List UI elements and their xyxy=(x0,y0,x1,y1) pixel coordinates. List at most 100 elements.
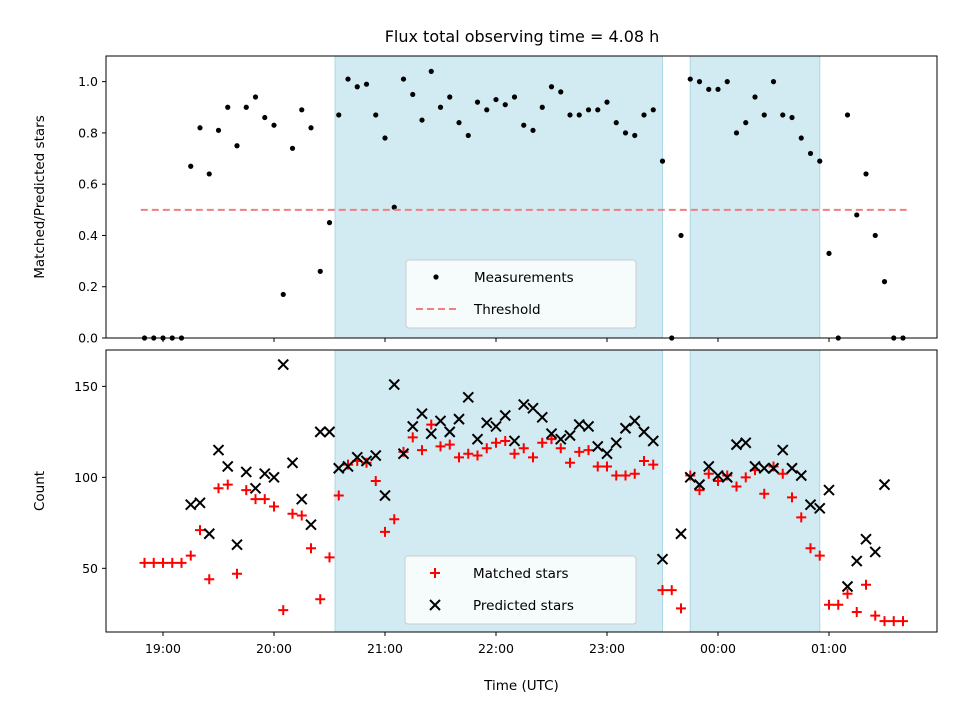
matched-point xyxy=(158,557,168,568)
predicted-point xyxy=(823,484,835,496)
matched-point xyxy=(315,594,326,605)
predicted-point xyxy=(592,440,604,453)
predicted-point xyxy=(360,455,373,467)
matched-point xyxy=(444,439,455,450)
measurement-point xyxy=(817,158,823,164)
predicted-point xyxy=(323,426,336,438)
measurement-point xyxy=(391,204,397,210)
predicted-point xyxy=(518,398,530,411)
matched-point xyxy=(463,448,474,459)
matched-point xyxy=(898,616,908,627)
matched-point xyxy=(676,603,686,614)
matched-point xyxy=(167,557,178,568)
predicted-point xyxy=(841,580,854,593)
predicted-point xyxy=(462,391,474,404)
predicted-point xyxy=(869,546,881,558)
matched-point xyxy=(195,525,205,536)
matched-point xyxy=(509,448,520,459)
predicted-point xyxy=(730,438,743,451)
predicted-point xyxy=(508,435,521,447)
measurement-point xyxy=(770,79,777,85)
matched-point xyxy=(851,606,862,617)
matched-point xyxy=(768,461,779,472)
matched-point xyxy=(565,457,575,468)
matched-point xyxy=(759,488,770,499)
legend-label: Matched stars xyxy=(473,566,569,582)
measurement-point xyxy=(382,135,388,141)
measurement-point xyxy=(715,86,721,92)
measurement-point xyxy=(585,107,592,113)
predicted-point xyxy=(286,457,299,469)
measurement-point xyxy=(706,86,712,92)
x-tick-label: 01:00 xyxy=(811,641,847,656)
predicted-point xyxy=(629,415,641,427)
predicted-point xyxy=(194,497,206,509)
axes-frame xyxy=(105,349,938,633)
measurement-point xyxy=(761,112,767,118)
x-tick-label: 00:00 xyxy=(700,641,736,656)
matched-point xyxy=(777,468,788,479)
predicted-point xyxy=(444,426,456,438)
legend-matched-swatch xyxy=(430,568,440,578)
predicted-point xyxy=(767,462,780,474)
predicted-point xyxy=(407,420,419,433)
predicted-point xyxy=(259,468,271,480)
measurement-point xyxy=(206,171,212,177)
measurement-point xyxy=(299,107,305,113)
measurement-point xyxy=(456,120,462,126)
predicted-point xyxy=(740,437,752,449)
legend-label: Measurements xyxy=(474,270,574,286)
legend-label: Predicted stars xyxy=(473,598,574,614)
matched-point xyxy=(398,446,409,457)
predicted-point xyxy=(222,460,234,473)
matched-point xyxy=(380,526,390,537)
measurement-point xyxy=(280,291,286,298)
matched-point xyxy=(287,508,298,519)
measurement-point xyxy=(687,76,693,82)
measurement-point xyxy=(567,112,573,118)
measurement-point xyxy=(484,107,490,113)
predicted-point xyxy=(434,415,447,427)
matched-point xyxy=(407,432,418,443)
predicted-point xyxy=(795,469,807,482)
legend-label: Threshold xyxy=(473,302,541,318)
predicted-point xyxy=(277,358,289,371)
measurement-point xyxy=(530,127,536,133)
predicted-point xyxy=(370,449,382,462)
predicted-point xyxy=(582,420,595,433)
y-tick-label: 0.8 xyxy=(78,125,98,140)
predicted-point xyxy=(610,437,622,449)
measurement-point xyxy=(400,76,407,82)
measurement-point xyxy=(604,99,610,105)
predicted-point xyxy=(231,538,243,551)
matched-point xyxy=(343,459,353,470)
y-tick-label: 1.0 xyxy=(78,74,98,89)
matched-point xyxy=(861,579,871,590)
predicted-point xyxy=(296,493,308,505)
matched-point xyxy=(324,552,335,563)
matched-point xyxy=(259,494,270,505)
matched-point xyxy=(204,574,215,585)
predicted-point xyxy=(693,478,706,491)
predicted-point xyxy=(647,435,659,447)
bottom-panel: 50 100 150 19:00 20:00 21:00 22:00 23:00 00:00 01… xyxy=(32,349,938,694)
series-matched-stars xyxy=(139,419,908,627)
x-axis-label: Time (UTC) xyxy=(483,678,559,694)
predicted-point xyxy=(712,469,724,482)
matched-point xyxy=(417,445,427,456)
y-tick-label: 100 xyxy=(74,470,98,485)
matched-point xyxy=(370,475,381,486)
predicted-point xyxy=(499,409,511,422)
x-tick-label: 19:00 xyxy=(145,641,181,656)
predicted-point xyxy=(453,413,465,425)
measurement-point xyxy=(317,268,323,274)
matched-point xyxy=(713,475,723,486)
predicted-point xyxy=(314,426,326,438)
y-tick-label: 0.2 xyxy=(78,279,98,294)
predicted-point xyxy=(203,528,215,540)
measurement-point xyxy=(262,114,268,121)
predicted-point xyxy=(527,402,539,414)
y-tick-label: 0.4 xyxy=(78,228,98,243)
measurement-point xyxy=(576,112,582,118)
